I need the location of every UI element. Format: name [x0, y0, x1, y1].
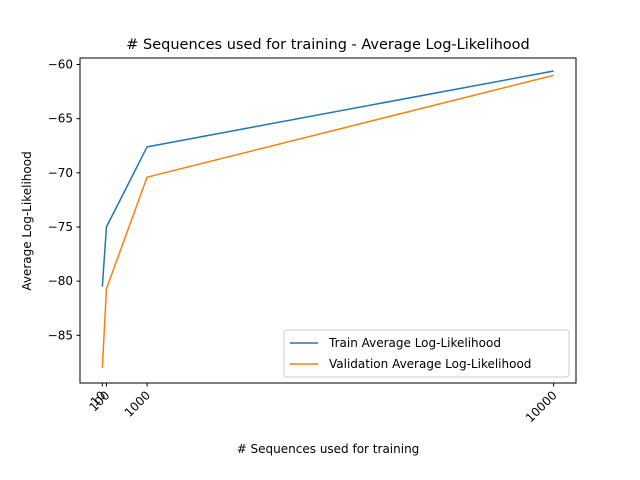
y-tick-label: −75 — [48, 220, 73, 234]
series-line — [101, 74, 554, 368]
series-line — [101, 70, 554, 287]
y-tick-label: −85 — [48, 328, 73, 342]
series-lines — [101, 70, 554, 368]
y-tick-label: −70 — [48, 166, 73, 180]
legend-box — [283, 329, 570, 378]
legend-label: Train Average Log-Likelihood — [328, 336, 501, 350]
x-axis-label: # Sequences used for training — [237, 442, 420, 456]
legend-entries: Train Average Log-Likelihood Validation A… — [290, 336, 531, 371]
chart-title: # Sequences used for training - Average … — [126, 37, 529, 53]
plot-area — [79, 57, 577, 384]
legend-label: Validation Average Log-Likelihood — [329, 357, 531, 371]
y-tick-label: −65 — [48, 112, 73, 126]
legend: Train Average Log-Likelihood Validation A… — [283, 329, 570, 378]
y-tick-label: −80 — [48, 274, 73, 288]
y-axis-ticks: −85 −80 −75 −70 −65 −60 — [48, 58, 80, 342]
y-axis-label: Average Log-Likelihood — [20, 151, 34, 290]
y-tick-label: −60 — [48, 58, 73, 72]
